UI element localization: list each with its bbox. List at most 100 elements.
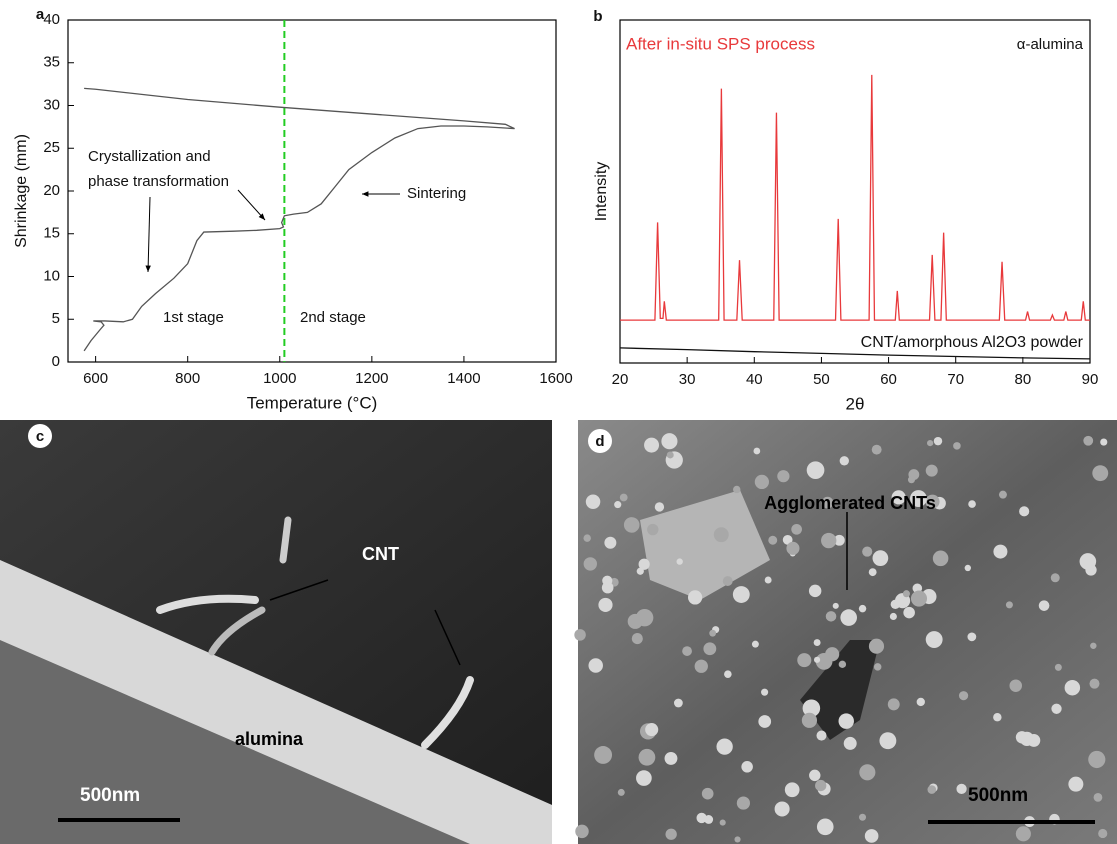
x-tick-label: 1000 [263, 370, 296, 387]
particle [688, 590, 702, 604]
particle [644, 438, 659, 453]
scale-label: 500nm [968, 785, 1028, 806]
particle [734, 836, 740, 842]
particle [647, 524, 658, 535]
x-tick-label: 60 [880, 371, 897, 388]
particle [934, 437, 942, 445]
particle [968, 500, 976, 508]
y-tick-label: 0 [52, 353, 60, 370]
particle [840, 456, 849, 465]
particle [714, 527, 729, 542]
particle [614, 501, 621, 508]
particle [1094, 793, 1103, 802]
particle [768, 536, 777, 545]
particle [872, 445, 882, 455]
particle [786, 542, 799, 555]
particle [859, 764, 875, 780]
particle [873, 550, 889, 566]
particle [733, 586, 750, 603]
image-label: CNT [362, 544, 399, 564]
image-label: alumina [235, 729, 304, 749]
x-axis-label: 2θ [846, 394, 865, 413]
particle [927, 785, 936, 794]
particle [821, 533, 836, 548]
particle [583, 534, 590, 541]
arrow-head [362, 191, 368, 196]
x-tick-label: 90 [1082, 371, 1099, 388]
x-tick-label: 800 [175, 370, 200, 387]
particle [933, 551, 949, 567]
particle [720, 820, 726, 826]
particle [1016, 826, 1031, 841]
particle [775, 801, 790, 816]
particle [817, 819, 834, 836]
y-tick-label: 10 [43, 267, 60, 284]
particle [888, 698, 900, 710]
particle [1020, 732, 1034, 746]
scale-label: 500nm [80, 785, 140, 806]
particle [965, 565, 971, 571]
particle [636, 770, 652, 786]
x-tick-label: 1400 [447, 370, 480, 387]
annotation: phase transformation [88, 173, 229, 190]
particle [1089, 679, 1099, 689]
panel-label: c [36, 428, 44, 445]
particle [890, 613, 897, 620]
particle [927, 440, 933, 446]
particle [815, 780, 826, 791]
y-tick-label: 25 [43, 139, 60, 156]
particle [677, 558, 683, 564]
particle [754, 448, 761, 455]
particle [733, 486, 740, 493]
particle [697, 813, 707, 823]
particle [624, 517, 640, 533]
particle [785, 782, 800, 797]
particle [926, 465, 938, 477]
particle [737, 796, 750, 809]
particle [926, 631, 943, 648]
sem-panel-d [574, 420, 1117, 844]
particle [993, 545, 1007, 559]
x-tick-label: 40 [746, 371, 763, 388]
particle [703, 642, 716, 655]
plot-frame [620, 20, 1090, 363]
cnt [283, 520, 288, 560]
particle [618, 789, 625, 796]
particle [1068, 777, 1083, 792]
series-label: After in-situ SPS process [626, 34, 815, 53]
particle [844, 737, 857, 750]
x-tick-label: 600 [83, 370, 108, 387]
particle [862, 547, 872, 557]
particle [632, 633, 643, 644]
particle [903, 607, 915, 619]
particle [765, 577, 772, 584]
particle [1098, 829, 1107, 838]
particle [598, 598, 612, 612]
particle [575, 825, 588, 838]
y-tick-label: 5 [52, 310, 60, 327]
particle [724, 670, 732, 678]
particle [967, 632, 976, 641]
particle [956, 784, 966, 794]
particle [716, 739, 732, 755]
y-tick-label: 30 [43, 96, 60, 113]
particle [1065, 680, 1080, 695]
particle [1051, 573, 1060, 582]
particle [723, 576, 733, 586]
x-tick-label: 70 [947, 371, 964, 388]
annotation: Sintering [407, 185, 466, 202]
particle [869, 639, 884, 654]
particle [1092, 465, 1108, 481]
particle [839, 661, 846, 668]
annotation: Crystallization and [88, 148, 211, 165]
particle [628, 614, 643, 629]
figure: c CNT alumina 500nm d Agglomerated CNTs … [0, 0, 1117, 844]
particle [752, 641, 759, 648]
y-axis-label: Intensity [593, 162, 610, 222]
particle [655, 502, 664, 511]
particle [594, 746, 612, 764]
x-tick-label: 80 [1015, 371, 1032, 388]
particle [1055, 664, 1062, 671]
particle [859, 605, 866, 612]
particle [661, 433, 677, 449]
